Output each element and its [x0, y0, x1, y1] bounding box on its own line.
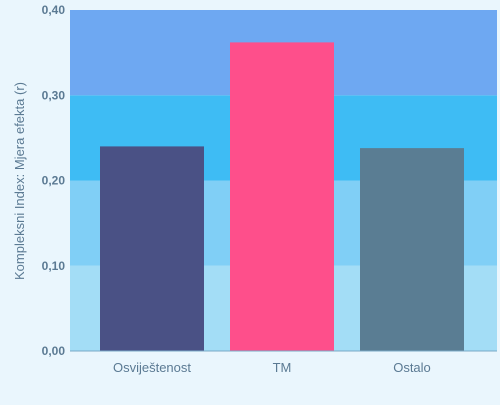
y-tick-labels: 0,00 0,10 0,20 0,30 0,40: [42, 3, 66, 358]
y-tick-label: 0,00: [42, 344, 66, 358]
y-tick-label: 0,10: [42, 259, 66, 273]
y-tick-label: 0,40: [42, 3, 66, 17]
x-tick-label: TM: [273, 360, 292, 375]
bar-1: [100, 146, 204, 351]
y-tick-label: 0,20: [42, 174, 66, 188]
x-tick-label: Ostalo: [393, 360, 431, 375]
bars: [100, 42, 464, 352]
y-axis-label: Kompleksni Index: Mjera efekta (r): [12, 82, 27, 280]
x-tick-label: Osviještenost: [113, 360, 191, 375]
bar-3: [360, 148, 464, 351]
y-tick-label: 0,30: [42, 88, 66, 102]
bar-2: [230, 42, 334, 352]
x-tick-labels: Osviještenost TM Ostalo: [113, 360, 431, 375]
